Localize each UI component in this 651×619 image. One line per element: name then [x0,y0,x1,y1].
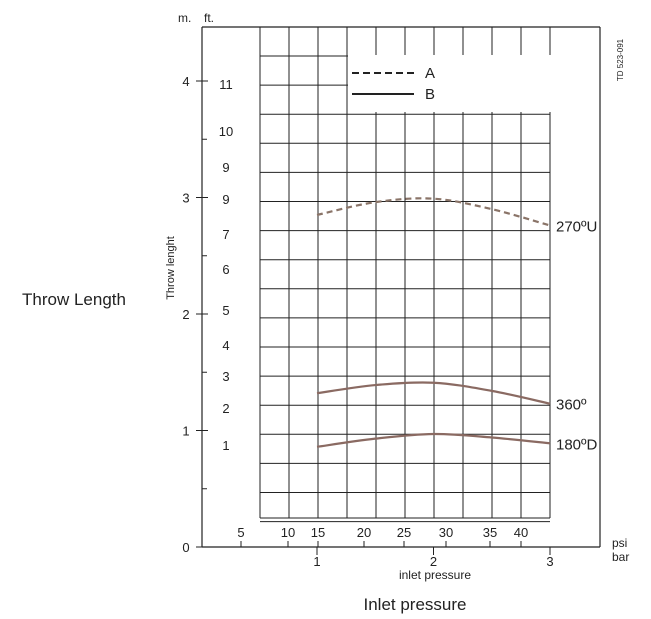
ft-tick-label: 9 [222,192,229,207]
bottom-title: Inlet pressure [364,595,467,614]
psi-tick-label: 10 [281,525,295,540]
m-tick-label: 4 [182,74,189,89]
ft-tick-label: 5 [222,303,229,318]
ft-tick-label: 2 [222,401,229,416]
legend-box [348,55,552,112]
x-axis-title: inlet pressure [399,568,471,582]
axes [196,26,601,555]
ft-tick-label: 11 [219,77,233,92]
bar-tick-label: 2 [430,554,437,569]
ft-tick-label: 4 [222,338,229,353]
legend: A B [348,55,552,112]
psi-tick-label: 40 [514,525,528,540]
bar-tick-label: 1 [313,554,320,569]
legend-label-a: A [425,65,435,82]
m-tick-label: 3 [182,191,189,206]
psi-unit-label: psi [612,536,627,550]
m-unit-label: m. [178,11,191,25]
series-line-1 [316,381,551,405]
psi-tick-label: 35 [483,525,497,540]
bar-tick-label: 3 [546,554,553,569]
psi-tick-label: 30 [439,525,453,540]
y-axis-title: Throw lenght [165,236,177,300]
legend-label-b: B [425,86,435,103]
psi-tick-label: 25 [397,525,411,540]
tick-labels: 0 1 2 3 4 1 2 3 4 5 6 7 9 9 10 11 5 10 15 20 25 30 35 40 1 2 3 270º… [182,74,597,569]
psi-tick-label: 15 [311,525,325,540]
series-label-1: 360º [556,397,587,414]
m-tick-label: 2 [182,307,189,322]
m-tick-label: 0 [182,540,189,555]
series-lines [316,197,551,448]
ft-tick-label: 3 [222,369,229,384]
document-code: TD 523-091 [616,38,625,81]
side-title: Throw Length [22,290,126,309]
series-line-2 [316,432,551,448]
bar-unit-label: bar [612,550,629,564]
series-label-2: 180ºD [556,436,598,453]
ft-tick-label: 1 [222,438,229,453]
ft-tick-label: 6 [222,262,229,277]
ft-tick-label: 10 [219,124,233,139]
series-line-0 [316,197,551,227]
m-tick-label: 1 [182,424,189,439]
psi-tick-label: 20 [357,525,371,540]
psi-tick-label: 5 [237,525,244,540]
ft-tick-label: 7 [222,227,229,242]
series-label-0: 270ºU [556,218,597,235]
ft-unit-label: ft. [204,11,214,25]
grid [259,27,551,523]
ft-tick-label: 9 [222,160,229,175]
